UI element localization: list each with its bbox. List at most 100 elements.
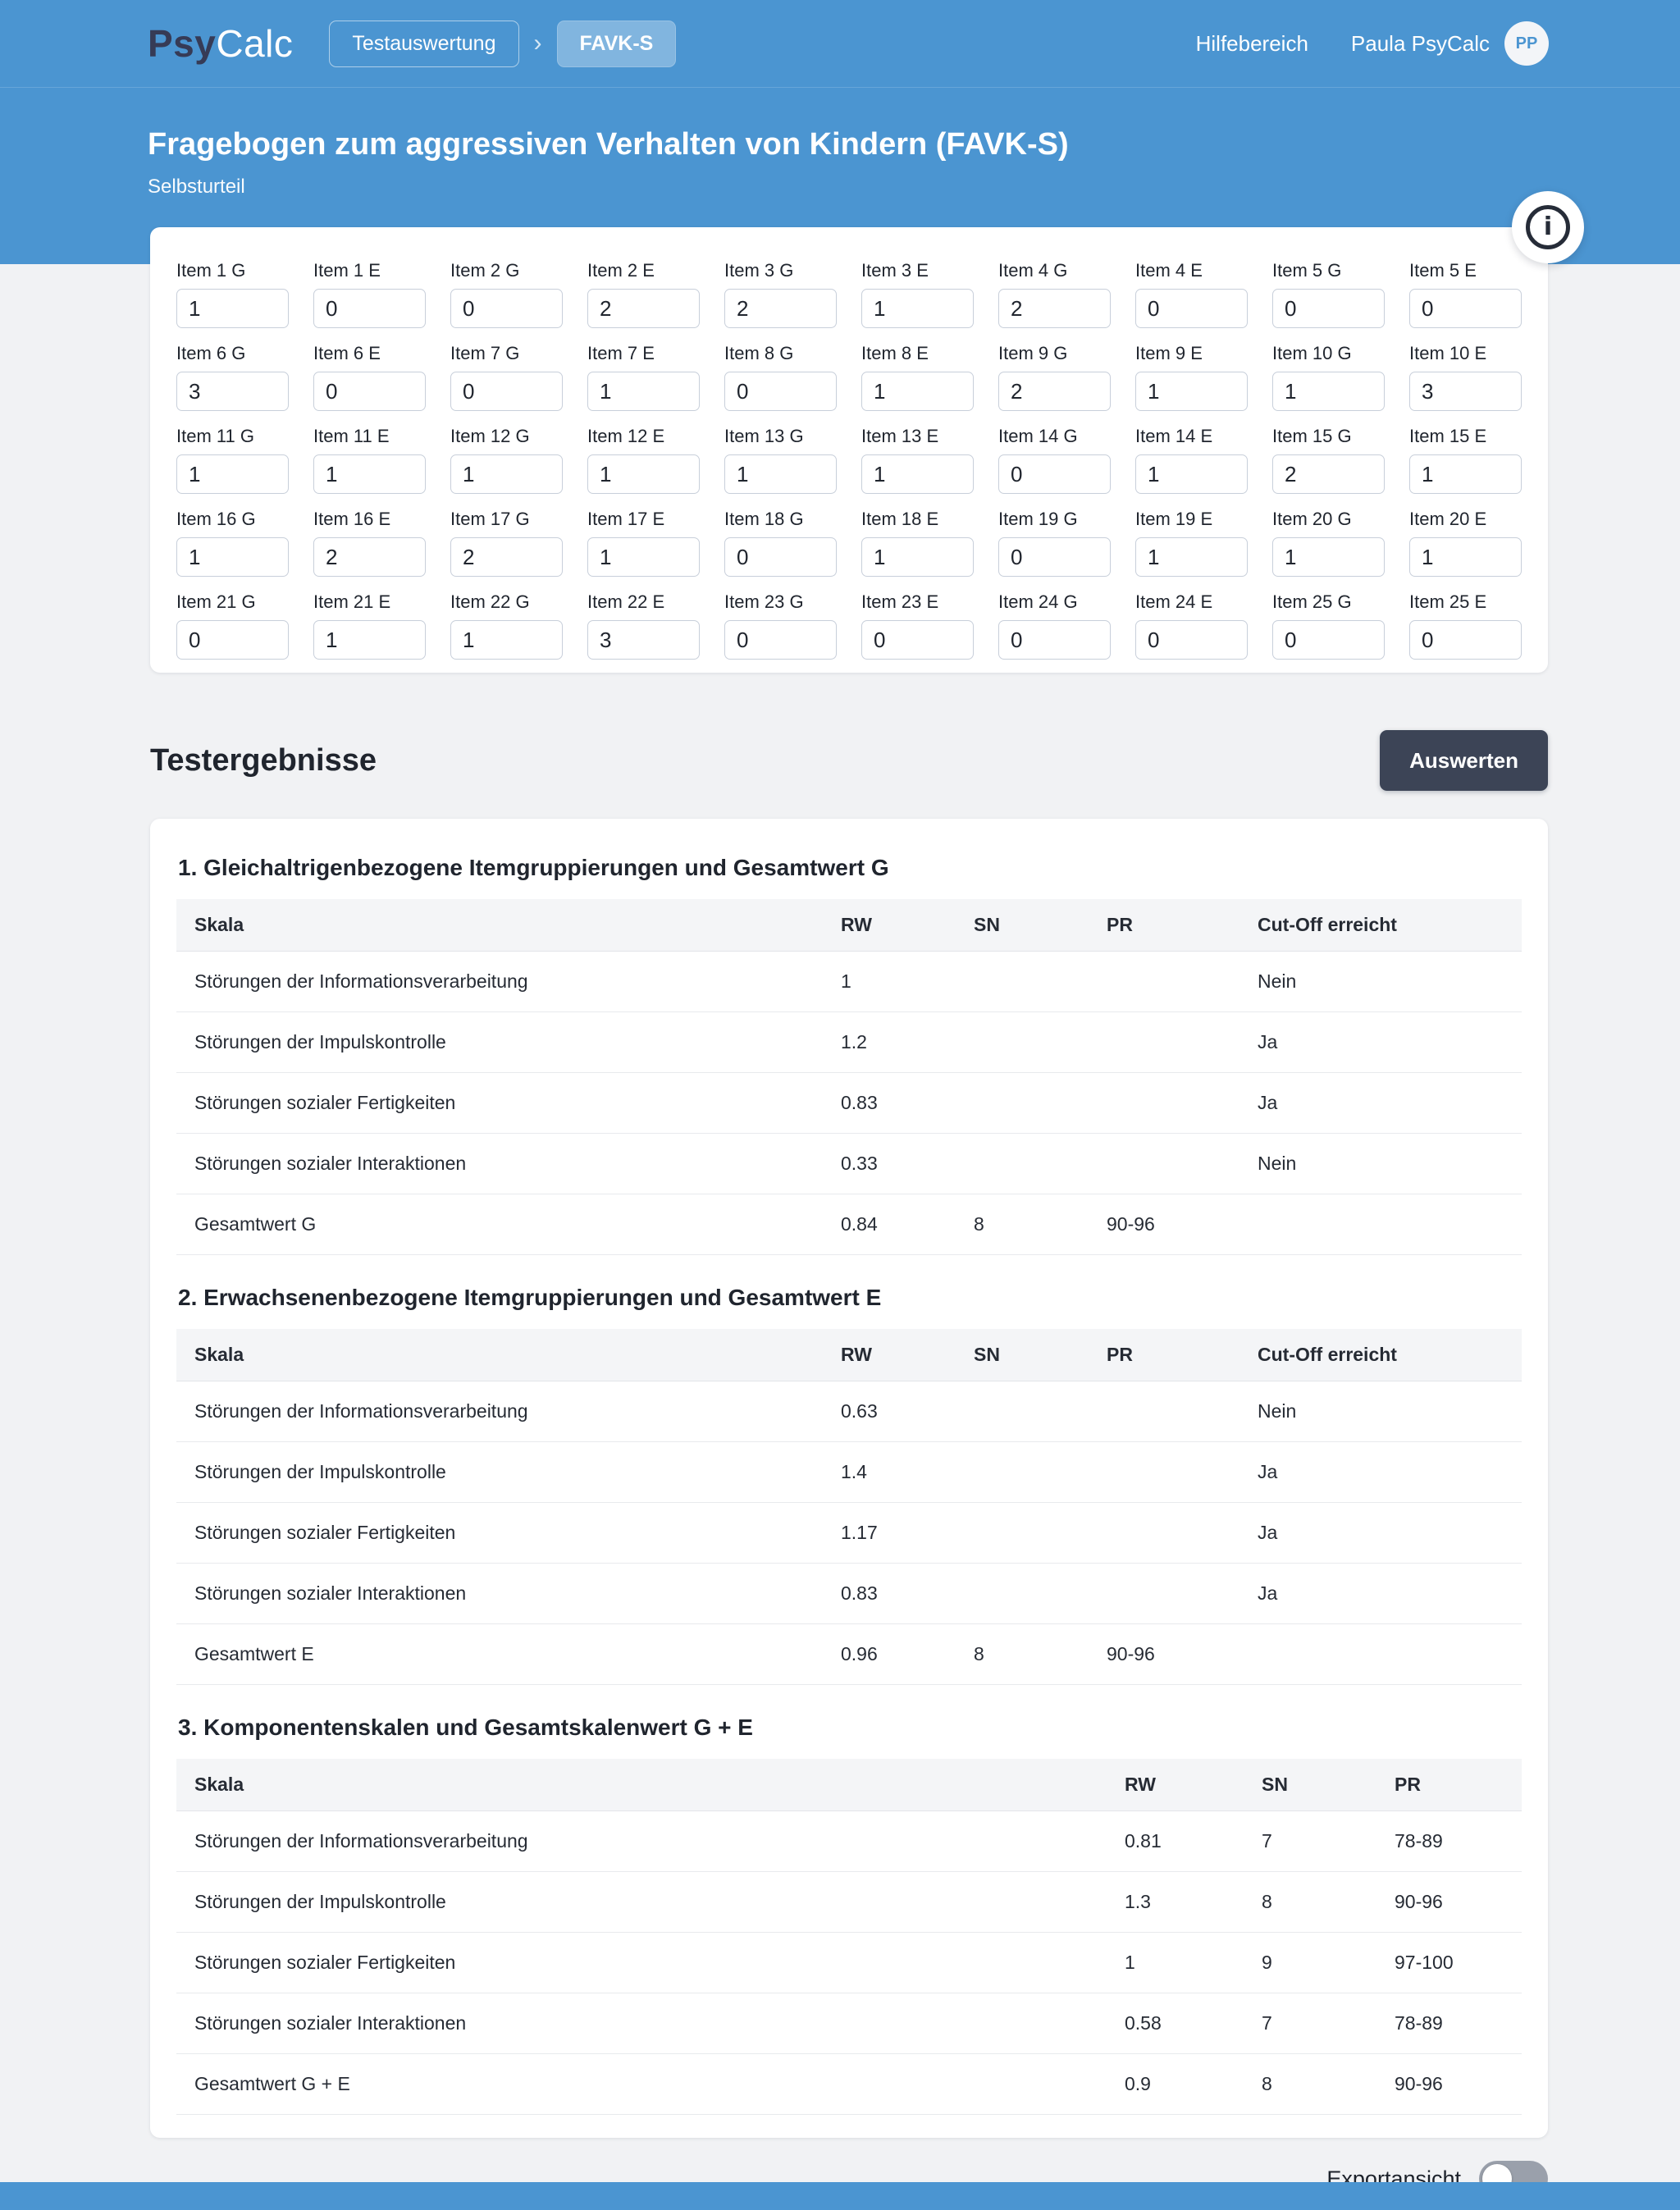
item-input[interactable] [587, 454, 700, 494]
item-input[interactable] [176, 537, 289, 577]
item-input[interactable] [176, 289, 289, 328]
item-input[interactable] [450, 289, 563, 328]
item-label: Item 7 G [450, 343, 520, 363]
result-section: 1. Gleichaltrigenbezogene Itemgruppierun… [176, 855, 1522, 1255]
item-input[interactable] [1135, 372, 1248, 411]
item-input[interactable] [998, 372, 1111, 411]
item-input[interactable] [1272, 372, 1385, 411]
item-input[interactable] [1135, 289, 1248, 328]
item-input[interactable] [1135, 454, 1248, 494]
app-logo[interactable]: PsyCalc [148, 21, 293, 66]
item-field: Item 23 G [724, 591, 837, 660]
item-label: Item 14 E [1135, 426, 1213, 446]
item-input[interactable] [724, 537, 837, 577]
item-input[interactable] [176, 372, 289, 411]
item-input[interactable] [998, 620, 1111, 660]
item-input[interactable] [998, 454, 1111, 494]
item-field: Item 20 G [1272, 509, 1385, 577]
item-field: Item 25 G [1272, 591, 1385, 660]
user-link[interactable]: Paula PsyCalc [1350, 30, 1490, 56]
table-cell: 78-89 [1395, 2012, 1443, 2034]
item-input[interactable] [176, 454, 289, 494]
item-input[interactable] [1135, 620, 1248, 660]
table-cell: Störungen der Impulskontrolle [194, 1461, 446, 1482]
item-input[interactable] [587, 372, 700, 411]
item-field: Item 14 G [998, 426, 1111, 494]
avatar[interactable]: PP [1504, 21, 1549, 66]
item-input[interactable] [313, 620, 426, 660]
item-input[interactable] [1409, 372, 1522, 411]
table-cell: 8 [974, 1213, 984, 1235]
page-subtitle: Selbsturteil [148, 176, 245, 198]
item-input[interactable] [861, 454, 974, 494]
item-input[interactable] [450, 454, 563, 494]
item-input[interactable] [313, 454, 426, 494]
item-input[interactable] [861, 537, 974, 577]
item-input[interactable] [587, 620, 700, 660]
item-label: Item 12 E [587, 426, 665, 446]
table-cell: Störungen sozialer Fertigkeiten [194, 1522, 456, 1543]
item-input[interactable] [1272, 289, 1385, 328]
bottom-accent-band [0, 2182, 1680, 2210]
item-input[interactable] [450, 372, 563, 411]
breadcrumb-favk-s[interactable]: FAVK-S [556, 20, 677, 67]
item-input[interactable] [587, 289, 700, 328]
info-button[interactable]: i [1512, 191, 1584, 263]
item-field: Item 17 E [587, 509, 700, 577]
table-cell: Nein [1258, 970, 1297, 992]
item-input[interactable] [1272, 620, 1385, 660]
item-label: Item 6 E [313, 343, 381, 363]
item-input[interactable] [861, 289, 974, 328]
item-input[interactable] [724, 454, 837, 494]
item-field: Item 6 E [313, 343, 426, 411]
table-header-row: Skala RW SN PR Cut-Off erreicht [176, 1329, 1522, 1381]
item-field: Item 7 G [450, 343, 563, 411]
item-label: Item 21 G [176, 591, 256, 612]
item-input[interactable] [1272, 454, 1385, 494]
item-field: Item 4 G [998, 260, 1111, 328]
item-input[interactable] [724, 620, 837, 660]
item-input[interactable] [1409, 289, 1522, 328]
item-input[interactable] [1272, 537, 1385, 577]
item-input[interactable] [861, 372, 974, 411]
table-cell: Gesamtwert G + E [194, 2073, 350, 2094]
item-input[interactable] [450, 620, 563, 660]
item-input[interactable] [998, 289, 1111, 328]
table-header-cell: Skala [194, 914, 244, 935]
item-input[interactable] [1409, 454, 1522, 494]
evaluate-button[interactable]: Auswerten [1380, 730, 1548, 791]
item-input[interactable] [1409, 620, 1522, 660]
table-cell: 97-100 [1395, 1952, 1454, 1973]
item-label: Item 4 E [1135, 260, 1203, 281]
item-input[interactable] [313, 372, 426, 411]
breadcrumb-testauswertung[interactable]: Testauswertung [329, 20, 519, 67]
table-header-cell: RW [841, 914, 872, 935]
item-input[interactable] [861, 620, 974, 660]
item-label: Item 25 E [1409, 591, 1487, 612]
item-input[interactable] [1409, 537, 1522, 577]
item-input[interactable] [176, 620, 289, 660]
table-cell: 1.4 [841, 1461, 867, 1482]
item-input[interactable] [1135, 537, 1248, 577]
item-input[interactable] [313, 537, 426, 577]
table-header-cell: Cut-Off erreicht [1258, 1344, 1397, 1365]
item-input[interactable] [450, 537, 563, 577]
help-link[interactable]: Hilfebereich [1195, 30, 1308, 56]
table-cell: 0.96 [841, 1643, 878, 1664]
table-row: Gesamtwert E 0.96 8 90-96 [176, 1624, 1522, 1685]
table-cell: 1.17 [841, 1522, 878, 1543]
item-label: Item 6 G [176, 343, 246, 363]
table-row: Störungen der Impulskontrolle 1.2 Ja [176, 1012, 1522, 1073]
item-input[interactable] [724, 372, 837, 411]
app-header: PsyCalc Testauswertung › FAVK-S Hilfeber… [0, 0, 1680, 88]
table-header-cell: SN [974, 914, 1000, 935]
item-input[interactable] [998, 537, 1111, 577]
table-row: Störungen der Impulskontrolle 1.4 Ja [176, 1442, 1522, 1503]
item-input[interactable] [313, 289, 426, 328]
item-field: Item 3 G [724, 260, 837, 328]
item-label: Item 22 E [587, 591, 665, 612]
item-field: Item 8 G [724, 343, 837, 411]
item-input[interactable] [724, 289, 837, 328]
table-cell: Nein [1258, 1153, 1297, 1174]
item-input[interactable] [587, 537, 700, 577]
